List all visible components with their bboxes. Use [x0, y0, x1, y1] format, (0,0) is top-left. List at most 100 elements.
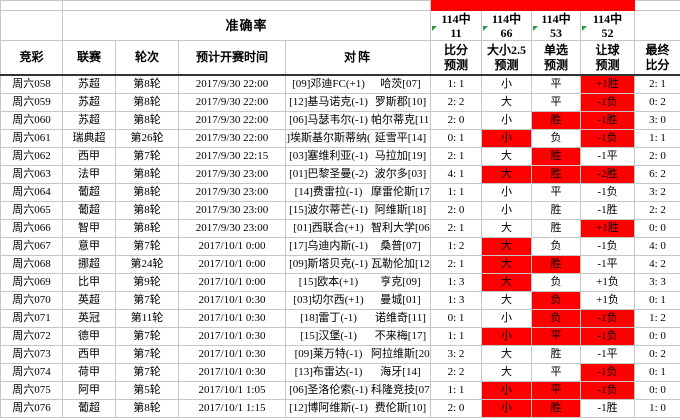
match-id[interactable]: 周六066 [0, 219, 63, 238]
final-score[interactable]: 1: 2 [634, 309, 680, 328]
pick-prediction[interactable]: 胜 [531, 345, 581, 364]
handicap-prediction[interactable]: +1胜 [580, 74, 635, 94]
blank-cell[interactable] [0, 10, 63, 41]
final-score[interactable]: 0: 0 [634, 381, 680, 400]
pick-prediction[interactable]: 胜 [531, 165, 581, 184]
final-score[interactable]: 0: 0 [634, 327, 680, 346]
final-score[interactable]: 2: 2 [634, 201, 680, 220]
pick-prediction[interactable]: 胜 [531, 201, 581, 220]
match-id[interactable]: 周六062 [0, 147, 63, 166]
start-time[interactable]: 2017/10/1 0:30 [178, 363, 286, 382]
column-header-time[interactable]: 预计开赛时间 [178, 40, 286, 76]
match-id[interactable]: 周六069 [0, 273, 63, 292]
column-header-round[interactable]: 轮次 [115, 40, 179, 76]
round[interactable]: 第7轮 [115, 363, 179, 382]
league[interactable]: 比甲 [62, 273, 116, 292]
match-id[interactable]: 周六071 [0, 309, 63, 328]
overunder-prediction[interactable]: 大 [481, 93, 532, 112]
start-time[interactable]: 2017/9/30 22:00 [178, 74, 286, 94]
handicap-prediction[interactable]: +1胜 [580, 219, 635, 238]
final-score[interactable]: 0: 1 [634, 363, 680, 382]
round[interactable]: 第9轮 [115, 273, 179, 292]
final-score[interactable]: 1: 0 [634, 399, 680, 418]
matchup[interactable]: [12]博阿维斯(-1) 费伦斯[10] [285, 399, 431, 418]
start-time[interactable]: 2017/10/1 0:30 [178, 291, 286, 310]
overunder-prediction[interactable]: 大 [481, 291, 532, 310]
column-header-pick-prediction[interactable]: 单选 预测 [531, 40, 581, 76]
start-time[interactable]: 2017/10/1 0:30 [178, 309, 286, 328]
score-prediction[interactable]: 3: 2 [430, 345, 482, 364]
score-prediction[interactable]: 1: 3 [430, 291, 482, 310]
matchup[interactable]: [06]马瑟韦尔(-1) 帕尔蒂克[11] [285, 111, 431, 130]
matchup[interactable]: [17]乌迪内斯(-1) 桑普[07] [285, 237, 431, 256]
match-id[interactable]: 周六063 [0, 165, 63, 184]
league[interactable]: 西甲 [62, 345, 116, 364]
league[interactable]: 苏超 [62, 111, 116, 130]
overunder-prediction[interactable]: 大 [481, 165, 532, 184]
blank-cell[interactable] [634, 10, 680, 41]
final-score[interactable]: 2: 0 [634, 147, 680, 166]
overunder-prediction[interactable]: 大 [481, 219, 532, 238]
matchup[interactable]: [12]基马诺克(-1) 罗斯郡[10] [285, 93, 431, 112]
league[interactable]: 智甲 [62, 219, 116, 238]
match-id[interactable]: 周六076 [0, 399, 63, 418]
overunder-prediction[interactable]: 小 [481, 74, 532, 94]
league[interactable]: 葡超 [62, 201, 116, 220]
handicap-prediction[interactable]: -1胜 [580, 201, 635, 220]
matchup[interactable]: [06]圣洛伦索(-1) 科隆竞技[07] [285, 381, 431, 400]
handicap-prediction[interactable]: -2胜 [580, 165, 635, 184]
accuracy-stat-overunder[interactable]: 114中 66 [481, 10, 532, 41]
round[interactable]: 第11轮 [115, 309, 179, 328]
start-time[interactable]: 2017/10/1 1:15 [178, 399, 286, 418]
column-header-overunder-prediction[interactable]: 大小2.5 预测 [481, 40, 532, 76]
overunder-prediction[interactable]: 小 [481, 399, 532, 418]
overunder-prediction[interactable]: 大 [481, 255, 532, 274]
handicap-prediction[interactable]: -1负 [580, 129, 635, 148]
overunder-prediction[interactable]: 大 [481, 237, 532, 256]
league[interactable]: 苏超 [62, 74, 116, 94]
pick-prediction[interactable]: 平 [531, 93, 581, 112]
accuracy-stat-handicap[interactable]: 114中 52 [580, 10, 635, 41]
matchup[interactable]: [01]西联合(+1) 智利大学[06] [285, 219, 431, 238]
column-header-score-prediction[interactable]: 比分 预测 [430, 40, 482, 76]
column-header-final-score[interactable]: 最终 比分 [634, 40, 680, 76]
final-score[interactable]: 0: 0 [634, 219, 680, 238]
matchup[interactable]: [09]邓迪FC(+1) 哈茨[07] [285, 74, 431, 94]
match-id[interactable]: 周六067 [0, 237, 63, 256]
handicap-prediction[interactable]: +1负 [580, 273, 635, 292]
score-prediction[interactable]: 2: 2 [430, 363, 482, 382]
round[interactable]: 第8轮 [115, 183, 179, 202]
start-time[interactable]: 2017/9/30 23:00 [178, 165, 286, 184]
start-time[interactable]: 2017/10/1 0:30 [178, 327, 286, 346]
pick-prediction[interactable]: 平 [531, 363, 581, 382]
match-id[interactable]: 周六068 [0, 255, 63, 274]
score-prediction[interactable]: 0: 1 [430, 129, 482, 148]
pick-prediction[interactable]: 胜 [531, 219, 581, 238]
start-time[interactable]: 2017/10/1 0:00 [178, 255, 286, 274]
handicap-prediction[interactable]: -1负 [580, 183, 635, 202]
league[interactable]: 法甲 [62, 165, 116, 184]
pick-prediction[interactable]: 平 [531, 381, 581, 400]
overunder-prediction[interactable]: 大 [481, 273, 532, 292]
final-score[interactable]: 6: 2 [634, 165, 680, 184]
overunder-prediction[interactable]: 小 [481, 111, 532, 130]
handicap-prediction[interactable]: -1平 [580, 255, 635, 274]
league[interactable]: 英冠 [62, 309, 116, 328]
match-id[interactable]: 周六075 [0, 381, 63, 400]
matchup[interactable]: ]埃斯基尔斯蒂纳(延雪平[14] [285, 129, 431, 148]
pick-prediction[interactable]: 平 [531, 327, 581, 346]
overunder-prediction[interactable]: 小 [481, 129, 532, 148]
handicap-prediction[interactable]: -1平 [580, 147, 635, 166]
league[interactable]: 德甲 [62, 327, 116, 346]
round[interactable]: 第7轮 [115, 291, 179, 310]
column-header-handicap-prediction[interactable]: 让球 预测 [580, 40, 635, 76]
final-score[interactable]: 3: 3 [634, 273, 680, 292]
round[interactable]: 第8轮 [115, 399, 179, 418]
final-score[interactable]: 4: 2 [634, 255, 680, 274]
pick-prediction[interactable]: 负 [531, 309, 581, 328]
score-prediction[interactable]: 1: 1 [430, 327, 482, 346]
overunder-prediction[interactable]: 小 [481, 381, 532, 400]
pick-prediction[interactable]: 负 [531, 291, 581, 310]
round[interactable]: 第7轮 [115, 147, 179, 166]
round[interactable]: 第7轮 [115, 237, 179, 256]
